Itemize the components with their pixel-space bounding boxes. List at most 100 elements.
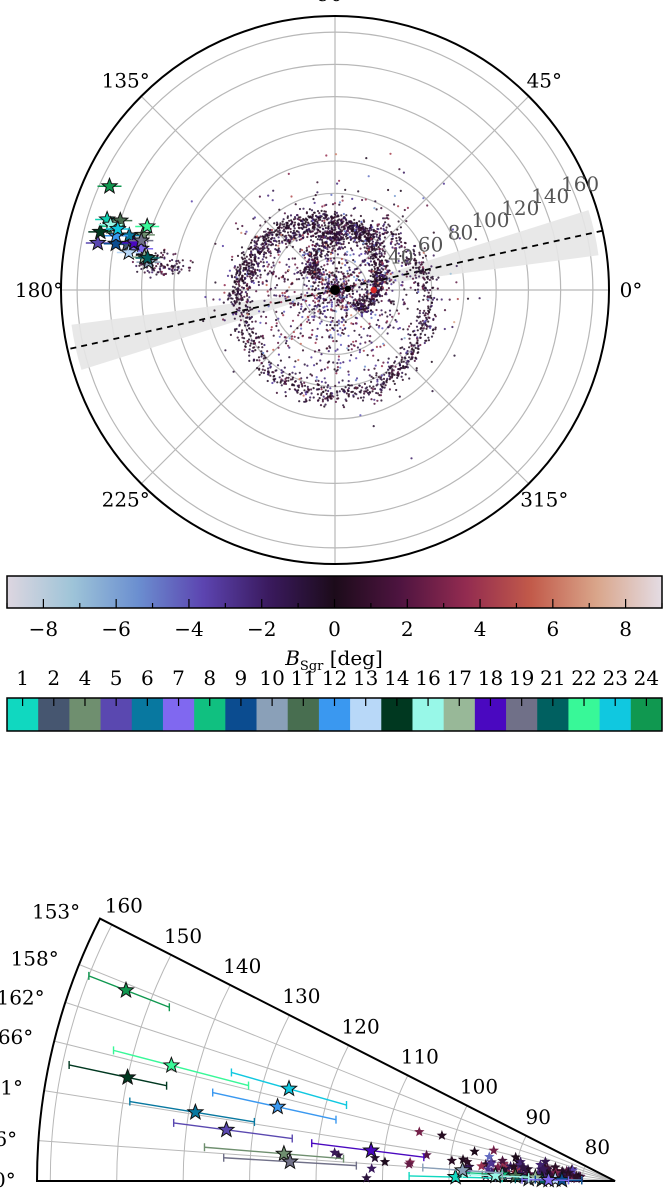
particle [263,269,266,272]
particle [251,349,254,353]
particle [282,314,285,317]
particle [267,294,270,297]
particle [318,388,321,391]
particle [366,354,369,357]
particle [303,256,307,259]
particle [356,244,359,247]
particle [372,298,376,301]
particle [305,268,308,271]
particle [269,250,272,253]
particle [325,253,328,256]
particle [325,392,328,395]
particle [387,214,390,217]
particle [373,281,376,284]
particle [308,251,311,254]
particle [451,325,454,329]
particle [245,294,249,297]
particle [273,237,276,240]
particle [400,244,403,248]
particle [238,309,241,312]
particle [291,245,294,248]
angle-tick-label: 45° [527,69,562,93]
particle [426,204,429,207]
particle [389,272,392,275]
particle [350,354,353,357]
particle [338,390,341,393]
particle [249,308,252,311]
particle [336,391,339,394]
particle [390,278,393,281]
particle [285,236,288,239]
particle [322,279,325,282]
particle [319,218,322,221]
particle [350,384,353,387]
particle [436,298,439,301]
particle [427,271,430,275]
particle [350,322,353,325]
particle [330,231,333,234]
particle [162,265,165,268]
id-colorbar-frame [6,697,663,732]
stream-star [516,1168,527,1178]
particle [342,406,346,409]
stream-star [540,1156,551,1167]
particle [315,297,319,300]
stream-star [484,1151,495,1162]
particle [380,299,383,303]
particle [320,265,323,268]
particle [293,335,296,338]
particle [332,361,335,364]
particle [455,281,458,284]
particle [280,369,283,372]
particle [431,298,434,301]
particle [405,250,408,253]
particle [358,220,361,223]
particle [350,314,353,317]
particle [212,298,215,301]
id-colorbar-label: 24 [634,666,659,690]
particle [284,239,287,242]
particle [328,297,331,300]
wedge-angle-label: 176° [0,1127,17,1151]
particle [318,281,321,284]
particle [373,387,377,390]
particle [316,242,319,245]
particle [253,259,256,262]
particle [429,294,432,297]
particle [322,233,325,236]
particle [323,245,326,248]
particle [259,335,262,338]
particle [413,359,416,362]
particle [313,254,316,257]
particle [408,337,411,340]
particle [248,262,251,265]
particle [330,282,333,286]
particle [453,321,456,324]
particle [362,297,365,300]
particle [357,298,360,301]
particle [268,229,271,232]
polar-grid-spoke [140,289,336,485]
particle [336,241,339,244]
particle [222,301,225,304]
particle [172,266,175,269]
particle [417,345,420,348]
particle [273,256,276,259]
particle [413,259,416,262]
stream-star [532,1168,544,1179]
particle [392,326,395,329]
particle [354,283,357,286]
particle [369,283,372,287]
particle [264,234,267,237]
particle [352,282,355,285]
particle [335,277,338,280]
particle [380,282,384,285]
particle [246,316,249,319]
particle [377,319,380,322]
particle [342,332,345,335]
polar-grid-spoke [334,289,530,485]
particle [276,251,279,254]
particle [337,225,340,228]
particle [255,240,258,243]
particle [239,289,242,292]
